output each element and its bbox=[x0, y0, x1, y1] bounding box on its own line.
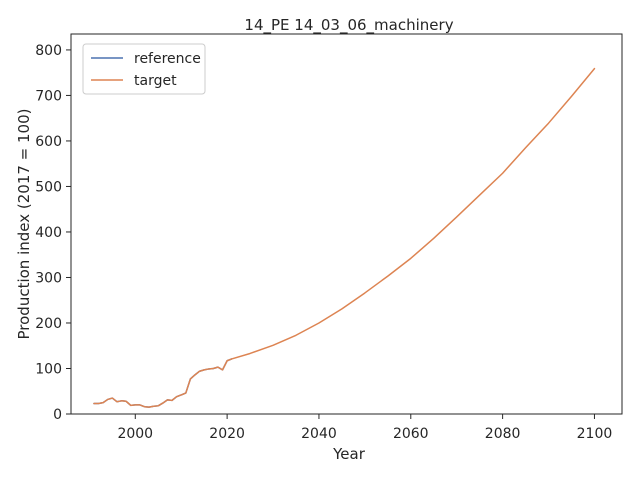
x-tick-label: 2100 bbox=[577, 426, 613, 442]
plot-frame bbox=[70, 33, 623, 415]
x-axis-title: Year bbox=[332, 445, 366, 463]
y-axis: 0 100 200 300 400 500 600 700 800 bbox=[35, 43, 71, 423]
x-axis: 2000 2020 2040 2060 2080 2100 bbox=[117, 414, 612, 442]
x-tick-label: 2040 bbox=[301, 426, 337, 442]
y-axis-title: Production index (2017 = 100) bbox=[15, 109, 33, 340]
legend-label-reference: reference bbox=[134, 51, 201, 67]
legend-label-target: target bbox=[134, 73, 177, 89]
y-tick-label: 600 bbox=[35, 134, 62, 150]
y-tick-label: 100 bbox=[35, 361, 62, 377]
y-tick-label: 700 bbox=[35, 88, 62, 104]
legend-box bbox=[82, 43, 206, 95]
series-line-target bbox=[93, 67, 596, 408]
chart-title: 14_PE 14_03_06_machinery bbox=[244, 16, 453, 35]
plot-lines bbox=[93, 67, 596, 408]
x-tick-label: 2000 bbox=[117, 426, 153, 442]
y-tick-label: 200 bbox=[35, 316, 62, 332]
y-tick-label: 500 bbox=[35, 179, 62, 195]
x-tick-label: 2020 bbox=[209, 426, 245, 442]
y-tick-label: 400 bbox=[35, 225, 62, 241]
y-tick-label: 0 bbox=[53, 407, 62, 423]
legend: reference target bbox=[82, 43, 206, 95]
x-tick-label: 2080 bbox=[485, 426, 521, 442]
y-tick-label: 800 bbox=[35, 43, 62, 59]
x-tick-label: 2060 bbox=[393, 426, 429, 442]
y-tick-label: 300 bbox=[35, 270, 62, 286]
